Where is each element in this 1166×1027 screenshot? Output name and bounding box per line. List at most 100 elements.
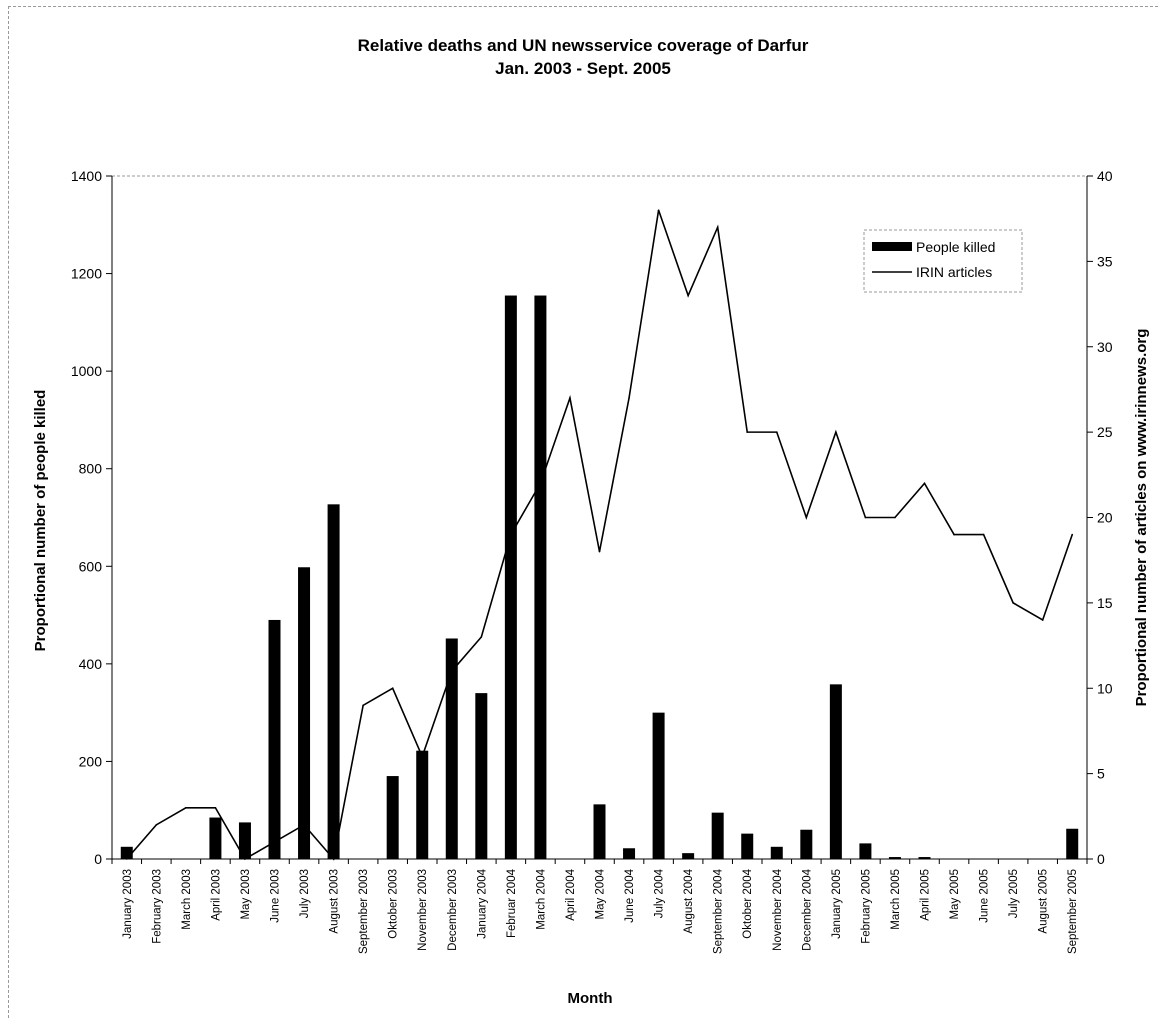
line-point	[982, 533, 985, 536]
line-point	[775, 431, 778, 433]
left-axis-title: Proportional number of people killed	[32, 390, 49, 652]
bar	[120, 846, 133, 859]
line-point	[1041, 619, 1044, 621]
x-tick-label: December 2004	[801, 868, 813, 950]
left-tick-label: 200	[79, 753, 103, 769]
x-axis-title: Month	[568, 990, 613, 1007]
x-tick-label: April 2005	[920, 869, 932, 921]
line-point	[569, 397, 571, 399]
line-point	[598, 550, 601, 553]
bar	[593, 804, 606, 859]
line-point	[450, 670, 453, 672]
x-tick-label: March 2003	[181, 869, 193, 930]
x-tick-label: April 2004	[565, 868, 577, 920]
bar	[209, 817, 222, 859]
right-tick-label: 20	[1097, 510, 1113, 526]
line-point	[864, 516, 867, 519]
x-tick-label: May 2004	[595, 868, 607, 919]
x-tick-label: June 2004	[624, 868, 636, 922]
line-point	[953, 533, 955, 536]
left-tick-label: 1200	[71, 266, 102, 282]
line-point	[716, 226, 719, 229]
bar	[534, 295, 547, 859]
x-tick-label: September 2005	[1067, 869, 1079, 954]
line-point	[155, 824, 158, 826]
left-tick-label: 400	[79, 656, 103, 672]
bar	[770, 846, 783, 859]
bar	[1066, 828, 1079, 859]
x-tick-label: March 2004	[535, 868, 547, 929]
line-point	[362, 704, 364, 707]
bar	[386, 776, 399, 859]
bar	[298, 567, 311, 859]
line-point	[421, 755, 424, 758]
left-tick-label: 1000	[71, 363, 102, 379]
x-tick-label: January 2004	[476, 868, 488, 938]
x-tick-label: May 2003	[240, 869, 252, 920]
chart-title: Relative deaths and UN newsservice cover…	[357, 36, 809, 55]
line-point	[303, 824, 305, 826]
bar	[800, 829, 813, 859]
bar	[623, 848, 636, 859]
x-tick-label: Februar 2004	[506, 868, 518, 938]
bar	[445, 638, 458, 859]
legend-box	[863, 229, 1023, 293]
x-tick-label: August 2003	[329, 869, 341, 934]
x-tick-label: November 2003	[417, 869, 429, 951]
line-point	[391, 687, 394, 690]
line-point	[480, 636, 483, 638]
left-tick-label: 0	[94, 851, 102, 867]
bar	[741, 833, 754, 859]
x-tick-label: September 2003	[358, 869, 370, 954]
bar	[859, 843, 872, 859]
right-tick-label: 10	[1097, 680, 1113, 696]
bar	[682, 853, 695, 859]
line-point	[1012, 602, 1014, 604]
line-point	[805, 516, 808, 519]
x-tick-label: November 2004	[772, 868, 784, 950]
x-tick-label: September 2004	[713, 868, 725, 954]
bar	[268, 619, 281, 859]
line-point	[332, 858, 335, 860]
chart-frame	[8, 6, 1158, 1018]
x-tick-label: April 2003	[210, 869, 222, 921]
x-tick-label: July 2003	[299, 869, 311, 918]
line-point	[125, 858, 128, 860]
bar	[888, 857, 901, 859]
x-tick-label: July 2004	[654, 868, 666, 918]
chart-subtitle: Jan. 2003 - Sept. 2005	[495, 59, 671, 78]
right-tick-label: 15	[1097, 595, 1113, 611]
x-tick-label: May 2005	[949, 869, 961, 920]
line-point	[628, 397, 630, 399]
line-point	[510, 533, 512, 536]
line-point	[539, 482, 542, 485]
right-tick-label: 25	[1097, 424, 1113, 440]
line-point	[185, 806, 187, 809]
line-point	[244, 858, 246, 860]
left-tick-label: 1400	[71, 168, 102, 184]
x-tick-label: February 2003	[151, 869, 163, 944]
x-tick-label: February 2005	[860, 869, 872, 944]
left-tick-label: 600	[79, 558, 103, 574]
line-point	[687, 294, 689, 297]
bar	[652, 712, 665, 859]
line-point	[835, 431, 837, 433]
bar	[238, 822, 251, 859]
right-tick-label: 0	[1097, 851, 1105, 867]
x-tick-label: June 2005	[979, 869, 991, 923]
right-tick-label: 5	[1097, 766, 1105, 782]
x-tick-label: July 2005	[1008, 869, 1020, 918]
line-point	[657, 209, 660, 211]
right-tick-label: 35	[1097, 253, 1113, 269]
bar	[711, 812, 724, 859]
line-point	[923, 482, 926, 485]
line-point	[746, 431, 749, 433]
x-tick-label: December 2003	[447, 869, 459, 951]
bar	[504, 295, 517, 859]
bar	[327, 504, 340, 859]
x-tick-label: August 2004	[683, 868, 695, 933]
right-tick-label: 30	[1097, 339, 1113, 355]
line-point	[273, 841, 276, 843]
x-tick-label: Oktober 2003	[388, 869, 400, 939]
